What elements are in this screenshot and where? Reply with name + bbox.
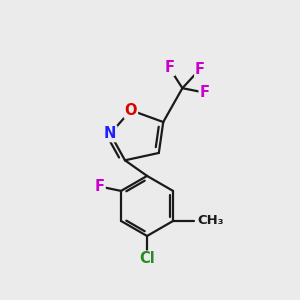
Text: N: N xyxy=(104,126,116,141)
Text: F: F xyxy=(95,179,105,194)
Text: F: F xyxy=(164,60,174,75)
Text: Cl: Cl xyxy=(139,251,155,266)
Text: O: O xyxy=(124,103,137,118)
Text: F: F xyxy=(195,61,205,76)
Text: CH₃: CH₃ xyxy=(197,214,224,227)
Text: F: F xyxy=(200,85,209,100)
